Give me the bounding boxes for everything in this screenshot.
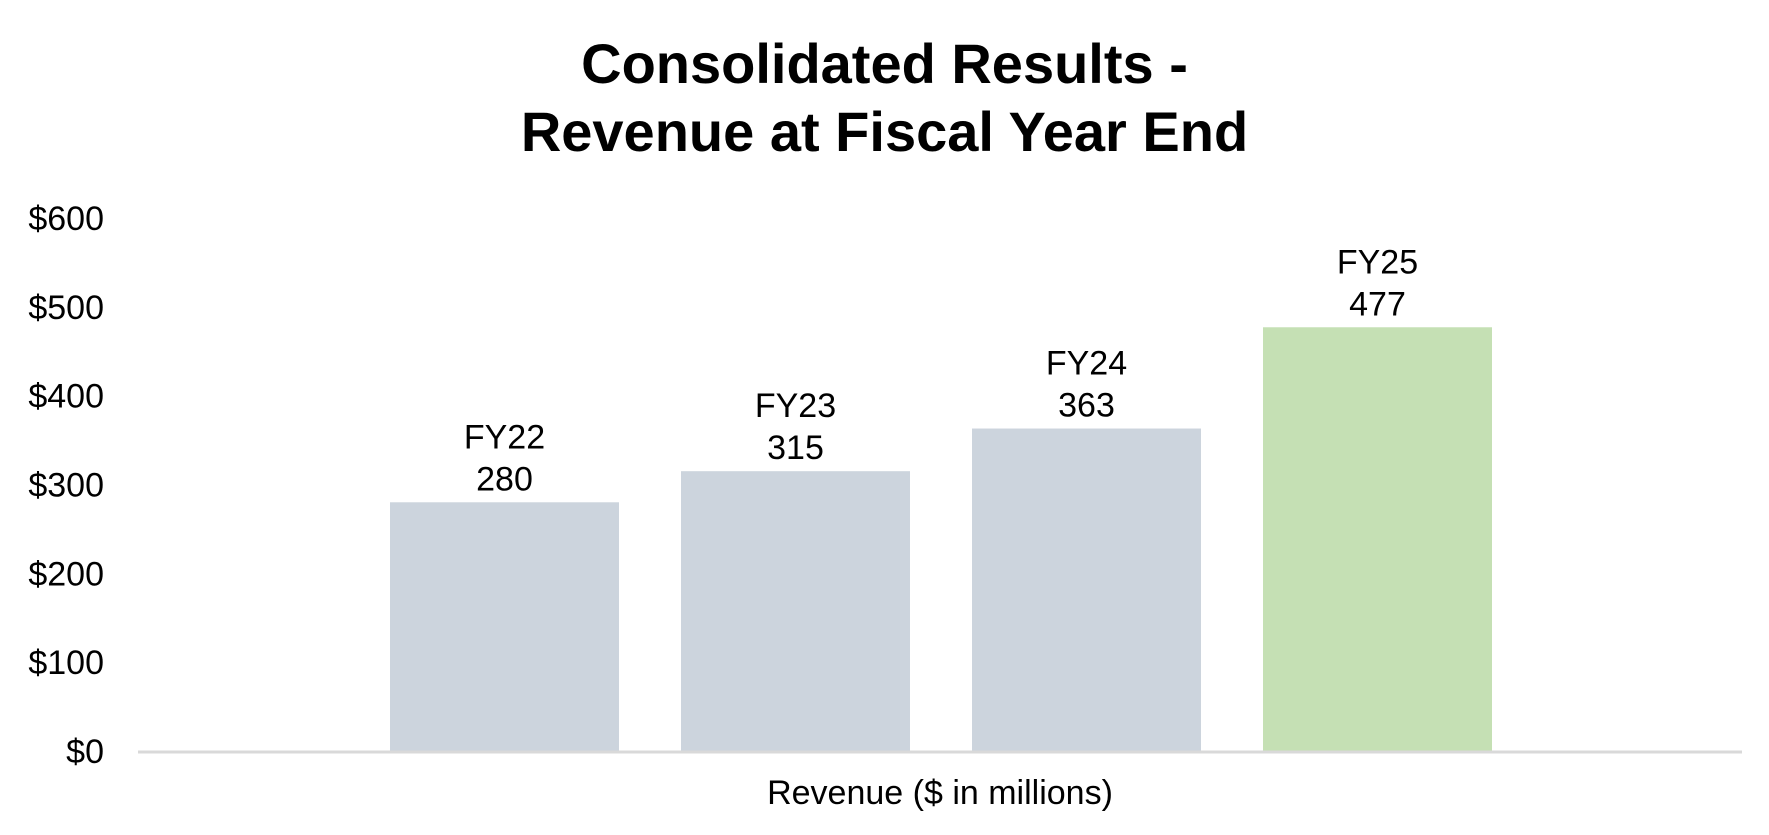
bar-fy23 (681, 471, 910, 751)
bar-value-label: 477 (1349, 285, 1406, 323)
y-tick-label: $300 (28, 467, 104, 505)
bar-category-label: FY23 (755, 387, 836, 425)
y-tick-label: $500 (28, 289, 104, 327)
bar-value-label: 363 (1058, 387, 1115, 425)
y-tick-label: $200 (28, 555, 104, 593)
bar-value-label: 315 (767, 429, 824, 467)
y-tick-label: $600 (28, 200, 104, 238)
bar-category-label: FY22 (464, 418, 545, 456)
bar-fy22 (390, 502, 619, 751)
y-tick-label: $100 (28, 644, 104, 682)
y-tick-label: $400 (28, 378, 104, 416)
x-axis-title: Revenue ($ in millions) (767, 774, 1113, 812)
bar-category-label: FY24 (1046, 345, 1127, 383)
y-axis-tick-labels: $0 $100 $200 $300 $400 $500 $600 (28, 200, 104, 771)
chart-title-line-1: Consolidated Results - (581, 32, 1188, 95)
bars (390, 327, 1492, 751)
bar-fy24 (972, 428, 1201, 751)
chart-title: Consolidated Results - Revenue at Fiscal… (0, 30, 1769, 166)
chart-title-line-2: Revenue at Fiscal Year End (520, 100, 1249, 163)
y-tick-label: $0 (66, 733, 104, 771)
bar-value-label: 280 (476, 460, 533, 498)
bar-labels: FY22 280 FY23 315 FY24 363 FY25 477 (464, 243, 1418, 498)
bar-category-label: FY25 (1337, 243, 1418, 281)
bar-fy25 (1263, 327, 1492, 751)
